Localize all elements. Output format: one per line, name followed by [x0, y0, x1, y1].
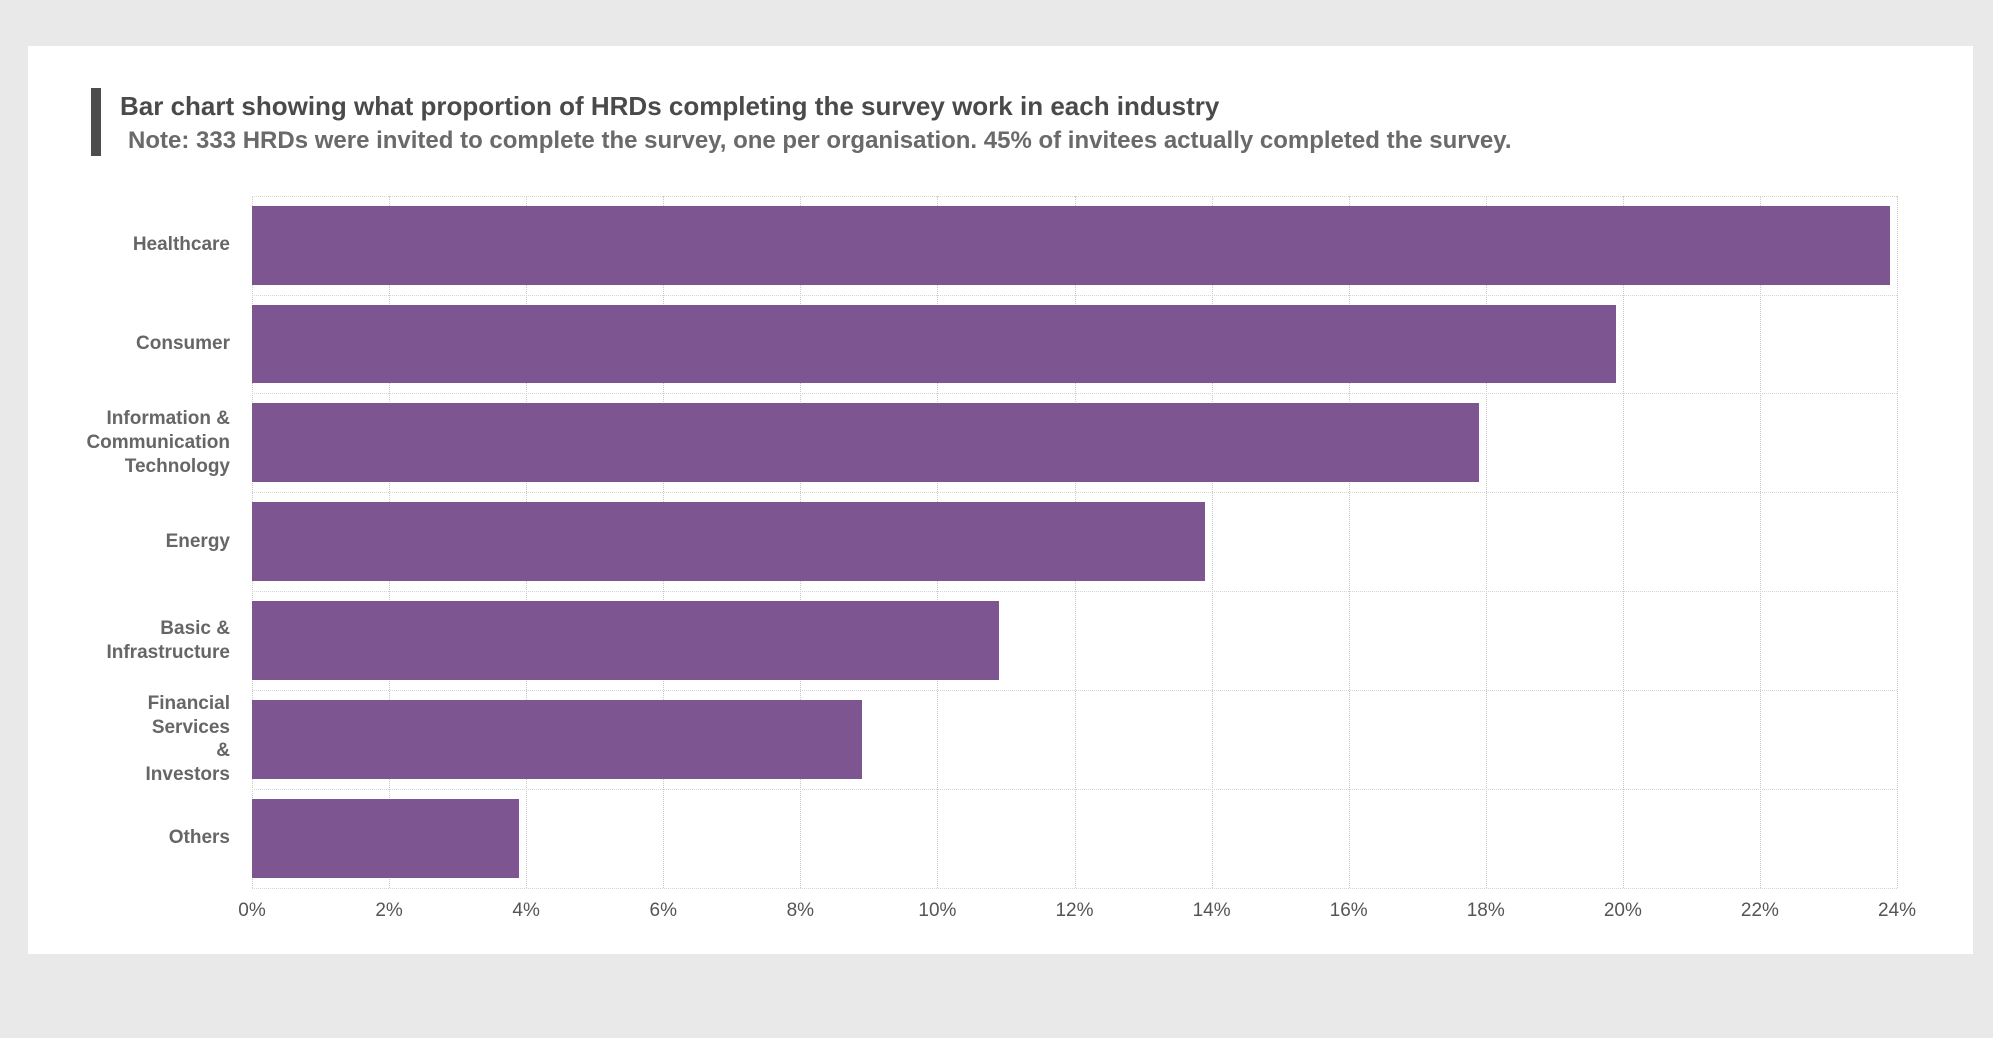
row-boundary-line [252, 788, 1897, 790]
category-label-healthcare: Healthcare [132, 234, 230, 256]
category-label-energy: Energy [165, 530, 230, 552]
bar-row-consumer [252, 295, 1897, 394]
category-label-others: Others [168, 827, 230, 849]
x-tick-label-6pct: 6% [649, 899, 677, 921]
bar-healthcare [252, 205, 1891, 285]
bar-row-others [252, 789, 1897, 888]
title-accent-bar [91, 88, 101, 156]
bar-energy [252, 502, 1205, 582]
x-tick-label-20pct: 20% [1603, 899, 1642, 921]
x-tick-label-8pct: 8% [786, 899, 815, 921]
x-tick-label-2pct: 2% [375, 899, 403, 921]
category-label-financial-services-investors: Financial Services & Investors [145, 692, 230, 786]
x-axis: 0% 2% 4% 6% 8% 10% 12% 14% 16% 18% 20% 22% 24% [238, 888, 1916, 928]
x-tick-label-16pct: 16% [1329, 899, 1368, 921]
x-tick-label-14pct: 14% [1192, 899, 1231, 921]
chart-note: Note: 333 HRDs were invited to complete … [128, 126, 1512, 154]
title-block: Bar chart showing what proportion of HRD… [120, 88, 1512, 156]
category-label-consumer: Consumer [136, 333, 230, 355]
x-tick-label-22pct: 22% [1740, 899, 1779, 921]
category-label-information-communication-technology: Information & Communication Technology [86, 408, 230, 477]
gridline-20pct [1622, 195, 1624, 888]
chart-card: Bar chart showing what proportion of HRD… [28, 46, 1973, 954]
x-tick-label-0pct: 0% [238, 899, 266, 921]
bar-information-communication-technology [252, 403, 1479, 483]
row-boundary-line [252, 492, 1897, 494]
row-boundary-line [252, 294, 1897, 296]
bar-row-healthcare [252, 196, 1897, 295]
bar-row-basic-infrastructure [252, 591, 1897, 690]
gridline-14pct [1211, 195, 1213, 888]
x-tick-label-18pct: 18% [1466, 899, 1505, 921]
x-tick-label-4pct: 4% [512, 899, 540, 921]
row-boundary-line [252, 887, 1897, 889]
row-boundary-line [252, 393, 1897, 395]
row-boundary-line [252, 591, 1897, 593]
bar-consumer [252, 304, 1616, 384]
chart-title: Bar chart showing what proportion of HRD… [120, 91, 1220, 121]
gridline-18pct [1485, 195, 1487, 888]
x-tick-label-12pct: 12% [1055, 899, 1094, 921]
category-label-basic-infrastructure: Basic & Infrastructure [106, 617, 230, 663]
gridline-16pct [1348, 195, 1350, 888]
chart-body: Healthcare Consumer Information & Communica… [28, 195, 1973, 889]
bar-basic-infrastructure [252, 601, 1000, 680]
bar-row-financial-services-investors [252, 690, 1897, 789]
category-labels: Healthcare Consumer Information & Communica… [28, 196, 252, 888]
row-boundary-line [252, 195, 1897, 197]
plot-area [252, 195, 1898, 889]
x-tick-label-10pct: 10% [918, 899, 957, 921]
row-boundary-line [252, 689, 1897, 691]
bar-chart: Healthcare Consumer Information & Communica… [28, 195, 1973, 928]
x-tick-label-24pct: 24% [1877, 899, 1917, 921]
chart-header: Bar chart showing what proportion of HRD… [28, 88, 1973, 156]
bar-others [252, 798, 520, 878]
bar-financial-services-investors [252, 699, 863, 779]
bar-row-information-communication-technology [252, 393, 1897, 492]
bar-row-energy [252, 492, 1897, 591]
gridline-24pct [1897, 195, 1898, 888]
gridline-22pct [1759, 195, 1761, 888]
